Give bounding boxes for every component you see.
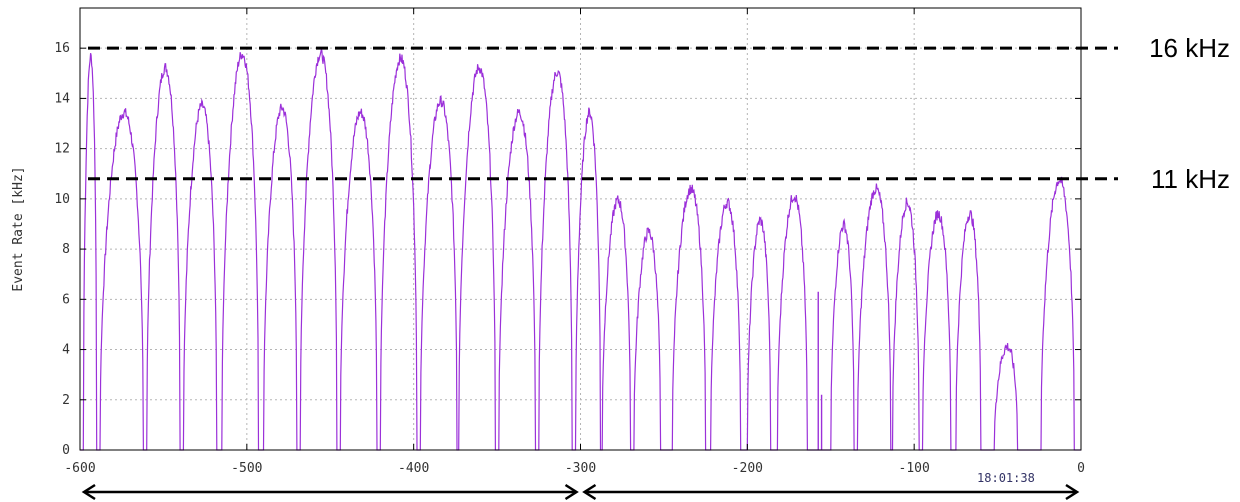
reference-line-label: 11 kHz	[1151, 164, 1230, 194]
x-tick-label: -300	[565, 461, 596, 476]
y-axis-ticks: 0 2 4 6 8 10 12 14 16	[54, 41, 1081, 458]
y-tick-label: 4	[62, 343, 70, 358]
range-arrow-head-right	[564, 483, 579, 501]
x-tick-label: -200	[732, 461, 763, 476]
grid-lines	[80, 8, 1081, 450]
y-tick-label: 10	[54, 192, 70, 207]
event-rate-line	[80, 49, 1081, 451]
x-tick-label: -100	[899, 461, 930, 476]
timestamp-label: 18:01:38	[977, 471, 1035, 485]
event-rate-series	[80, 49, 1081, 451]
y-tick-label: 8	[62, 242, 70, 257]
range-arrows	[81, 483, 1080, 501]
y-tick-label: 14	[54, 91, 70, 106]
y-tick-label: 16	[54, 41, 70, 56]
reference-line-label: 16 kHz	[1149, 33, 1230, 63]
y-tick-label: 0	[62, 443, 70, 458]
y-tick-label: 12	[54, 142, 70, 157]
y-tick-label: 6	[62, 292, 70, 307]
range-arrow-head-right	[1065, 483, 1080, 501]
reference-lines: 16 kHz 11 kHz	[88, 33, 1230, 194]
y-tick-label: 2	[62, 393, 70, 408]
y-axis-label: Event Rate [kHz]	[11, 166, 26, 291]
x-tick-label: 0	[1077, 461, 1085, 476]
x-tick-label: -500	[231, 461, 262, 476]
x-tick-label: -600	[64, 461, 95, 476]
x-axis-ticks: -600 -500 -400 -300 -200 -100 0	[64, 8, 1085, 476]
x-tick-label: -400	[398, 461, 429, 476]
range-arrow-head-left	[81, 483, 96, 501]
range-arrow-head-left	[582, 483, 597, 501]
